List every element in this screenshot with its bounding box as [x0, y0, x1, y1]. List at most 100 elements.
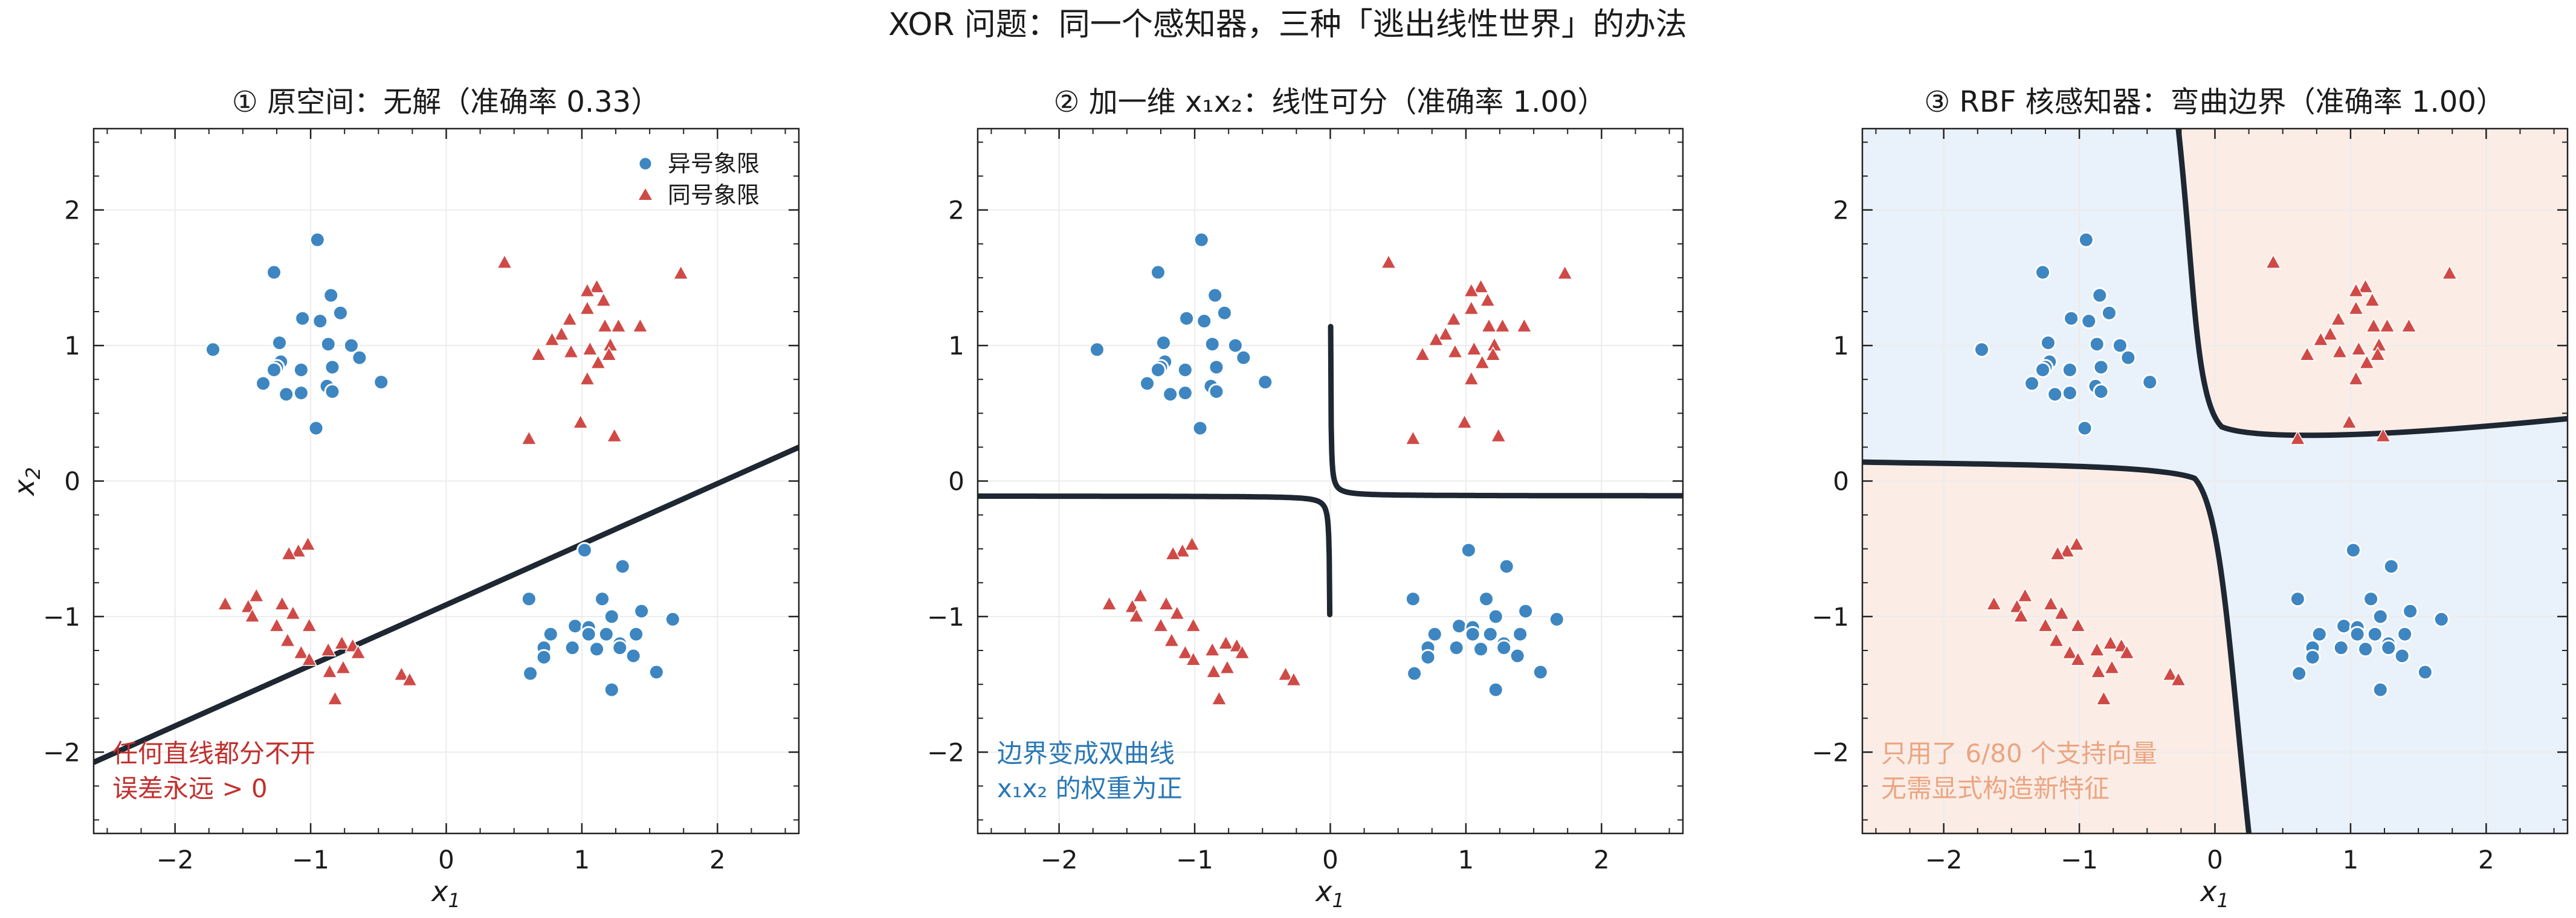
point-blue	[1227, 337, 1244, 354]
y-tick-label: 2	[948, 196, 964, 225]
point-blue	[2111, 337, 2128, 354]
point-blue	[2093, 383, 2110, 400]
legend-entry-0: 异号象限	[668, 150, 760, 177]
point-blue	[373, 374, 390, 391]
panel-2-annotation-line-1: 边界变成双曲线	[997, 739, 1175, 768]
point-blue	[2076, 420, 2093, 437]
panel-3-xlabel: x1	[2199, 875, 2229, 912]
point-blue	[2380, 640, 2397, 656]
point-red	[561, 310, 578, 326]
point-blue	[648, 664, 665, 681]
point-blue	[1498, 558, 1515, 575]
point-red	[1479, 292, 1496, 307]
point-blue	[2024, 375, 2041, 392]
point-red	[2351, 341, 2367, 356]
point-red	[1490, 427, 1507, 443]
point-blue	[1532, 664, 1549, 681]
point-blue	[1487, 681, 1504, 698]
x-tick-label: −2	[157, 845, 194, 875]
point-blue	[1192, 420, 1209, 437]
panel-1-ylabel: x2	[8, 467, 45, 497]
point-red	[2322, 326, 2339, 341]
point-blue	[1451, 618, 1468, 635]
point-blue	[1426, 626, 1443, 643]
y-tick-label: 1	[64, 331, 80, 361]
y-tick-label: −2	[927, 737, 964, 767]
point-blue	[255, 375, 272, 392]
point-red	[579, 370, 596, 385]
point-red	[1152, 617, 1169, 632]
point-red	[300, 536, 316, 551]
point-red	[1437, 326, 1454, 341]
point-blue	[589, 641, 605, 658]
point-red	[2401, 318, 2417, 333]
point-red	[1463, 370, 1480, 385]
point-red	[274, 595, 291, 611]
point-red	[301, 617, 318, 632]
point-blue	[1139, 375, 1156, 392]
point-red	[1277, 666, 1294, 681]
point-blue	[1448, 640, 1465, 656]
point-red	[553, 326, 570, 341]
boundary-curve-upper	[2175, 129, 2568, 438]
panel-1-annotation: 任何直线都分不开 误差永远 > 0	[112, 739, 315, 803]
panel-1-grid	[94, 129, 799, 833]
point-blue	[628, 626, 645, 643]
point-red	[2102, 635, 2119, 650]
point-red	[590, 354, 607, 370]
point-red	[301, 651, 318, 666]
x-tick-label: 1	[1458, 845, 1474, 875]
point-blue	[204, 341, 221, 358]
panel-2-axes: −2 −2 −1 −1 0 0 1 1 2 2	[927, 127, 1684, 875]
point-red	[595, 292, 612, 307]
point-red	[217, 595, 233, 611]
point-red	[579, 282, 596, 298]
point-red	[1466, 341, 1482, 356]
panel-3-title: ③ RBF 核感知器：弯曲边界（准确率 1.00）	[1924, 85, 2505, 119]
point-red	[2369, 346, 2386, 361]
point-blue	[603, 608, 620, 625]
x-tick-label: 2	[2478, 845, 2494, 875]
point-red	[2348, 370, 2365, 385]
point-red	[2013, 608, 2029, 623]
point-red	[2103, 659, 2120, 674]
point-blue	[1257, 374, 1274, 391]
y-tick-label: −2	[1812, 737, 1849, 767]
point-blue	[1208, 359, 1225, 376]
panel-1-annotation-line-2: 误差永远 > 0	[112, 774, 268, 803]
point-red	[2331, 343, 2348, 359]
point-red	[2265, 254, 2282, 269]
y-tick-label: 0	[64, 467, 80, 496]
point-red	[1557, 265, 1574, 280]
point-blue	[2363, 591, 2380, 608]
point-blue	[520, 591, 537, 608]
point-red	[335, 659, 352, 674]
point-red	[1447, 343, 1464, 359]
x-tick-label: −1	[1176, 845, 1213, 875]
x-tick-label: 2	[1593, 845, 1610, 875]
panel-1-xlabel: x1	[430, 875, 460, 912]
point-red	[1405, 430, 1421, 445]
point-blue	[1235, 349, 1252, 366]
point-red	[2357, 278, 2374, 294]
point-red	[1414, 346, 1431, 361]
point-blue	[1149, 361, 1166, 378]
point-blue	[2366, 626, 2383, 643]
point-blue	[2383, 558, 2400, 575]
point-red	[521, 430, 537, 445]
point-red	[579, 300, 596, 315]
point-red	[2341, 414, 2357, 429]
panel-3-annotation-line-2: 无需显式构造新特征	[1881, 774, 2110, 803]
x-tick-label: −2	[1041, 845, 1078, 875]
point-blue	[1178, 310, 1195, 327]
point-red	[279, 632, 296, 647]
point-blue	[1088, 341, 1105, 358]
y-tick-label: 1	[948, 331, 964, 361]
point-blue	[294, 310, 311, 327]
point-red	[2441, 265, 2458, 280]
point-blue	[614, 558, 631, 575]
region-red-top-right	[2178, 129, 2568, 435]
x-tick-label: −1	[2061, 845, 2098, 875]
point-blue	[633, 603, 650, 620]
figure-suptitle: XOR 问题：同一个感知器，三种「逃出线性世界」的办法	[888, 7, 1687, 43]
